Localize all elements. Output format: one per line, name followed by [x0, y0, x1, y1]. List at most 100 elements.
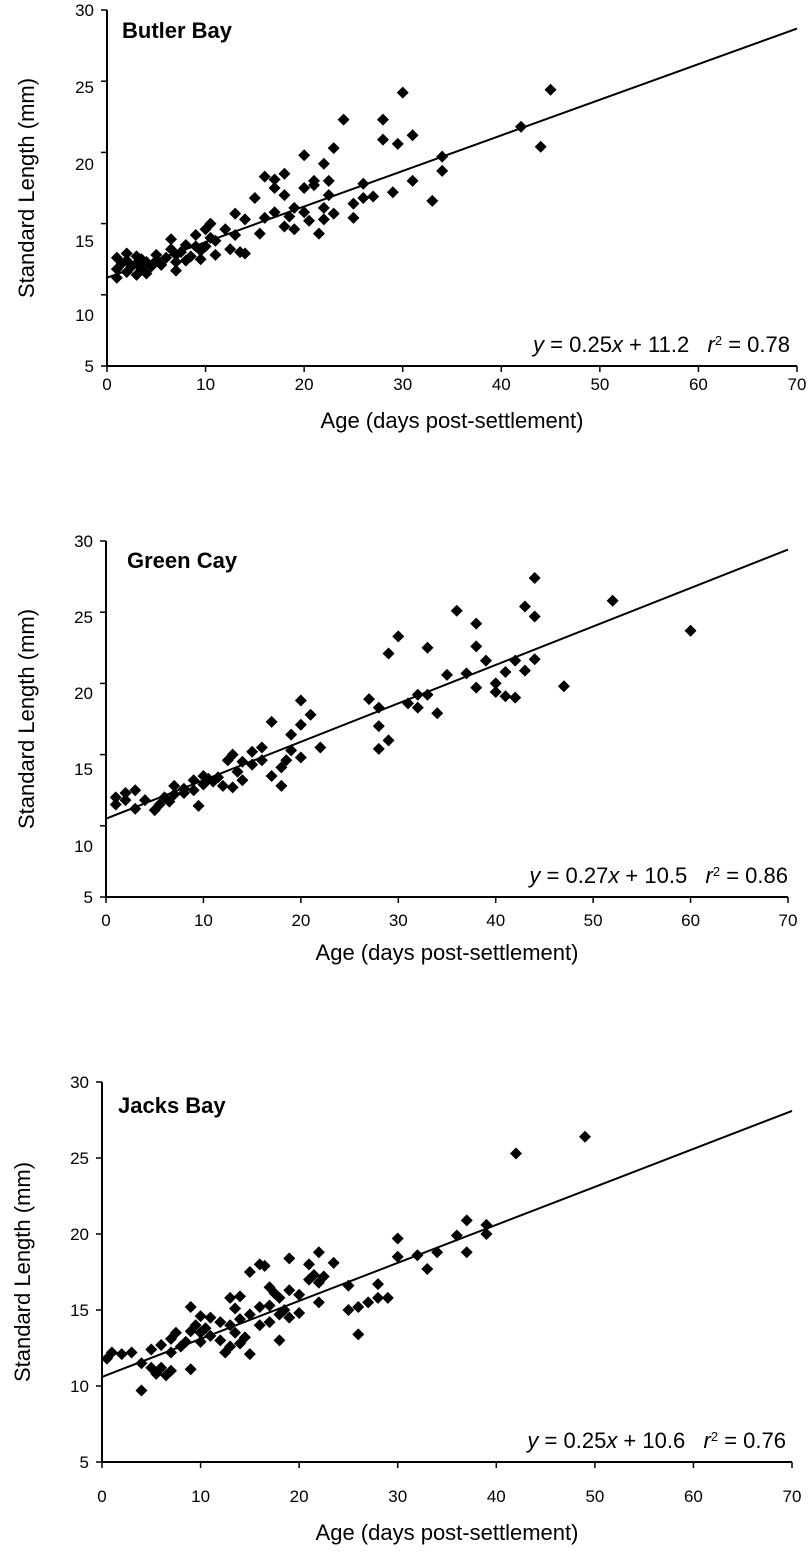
data-point — [224, 243, 237, 256]
data-point — [184, 1363, 197, 1376]
data-point — [357, 191, 370, 204]
data-point — [258, 170, 271, 183]
data-point — [150, 248, 163, 261]
chart-jacks-bay: 5 10 15 20 25 30 0 10 20 30 40 50 60 70 … — [10, 1073, 801, 1545]
data-point — [155, 1338, 168, 1351]
data-point — [278, 189, 291, 202]
x-tick-label: 0 — [97, 1487, 106, 1506]
regression-line — [101, 1109, 793, 1378]
data-point — [226, 748, 239, 761]
x-axis-title: Age (days post-settlement) — [316, 1520, 579, 1545]
data-point — [377, 133, 389, 146]
x-tick-label: 50 — [590, 375, 609, 394]
data-point — [273, 1291, 286, 1304]
x-tick-label: 0 — [101, 911, 110, 930]
x-tick-label: 0 — [102, 375, 111, 394]
data-point — [140, 267, 153, 280]
data-point — [406, 129, 419, 142]
data-point — [194, 1310, 207, 1323]
data-point — [226, 781, 239, 794]
data-points — [100, 1130, 591, 1397]
data-point — [109, 791, 122, 804]
data-point — [165, 233, 178, 246]
data-point — [288, 223, 301, 236]
y-tick-label: 20 — [74, 684, 93, 703]
data-point — [283, 1311, 296, 1324]
data-point — [460, 1214, 473, 1227]
data-point — [352, 1328, 365, 1341]
x-tick-label: 40 — [487, 1487, 506, 1506]
data-point — [145, 1343, 158, 1356]
data-point — [253, 1319, 266, 1332]
data-point — [347, 211, 360, 224]
x-tick-label: 10 — [191, 1487, 210, 1506]
panel-title: Green Cay — [127, 548, 238, 573]
data-point — [229, 1302, 242, 1315]
data-point — [534, 140, 547, 153]
data-point — [396, 86, 409, 99]
data-point — [255, 741, 268, 754]
data-point — [372, 720, 385, 733]
y-tick-label: 5 — [80, 1453, 89, 1472]
data-point — [327, 207, 340, 220]
y-tick-label: 10 — [70, 1377, 89, 1396]
axis-ticks — [101, 9, 798, 372]
data-point — [278, 167, 291, 180]
data-point — [308, 179, 320, 192]
y-tick-label: 20 — [75, 155, 94, 174]
data-point — [411, 701, 424, 714]
y-tick-label: 10 — [74, 837, 93, 856]
data-point — [431, 707, 444, 720]
data-point — [129, 784, 142, 797]
data-point — [268, 173, 281, 186]
data-point — [377, 113, 389, 126]
data-point — [189, 1319, 202, 1332]
data-point — [263, 1316, 276, 1329]
data-point — [322, 174, 335, 187]
data-point — [263, 1299, 276, 1312]
data-point — [441, 668, 453, 681]
y-tick-label: 10 — [75, 306, 94, 325]
data-point — [312, 1296, 325, 1309]
data-point — [283, 1252, 296, 1265]
x-tick-label: 70 — [788, 375, 807, 394]
data-point — [421, 641, 434, 654]
data-point — [421, 1262, 434, 1275]
data-point — [246, 745, 259, 758]
data-point — [327, 142, 340, 155]
panel-title: Jacks Bay — [118, 1093, 226, 1118]
data-point — [298, 182, 311, 194]
data-point — [406, 174, 419, 187]
data-point — [243, 1308, 256, 1321]
y-tick-label: 5 — [85, 357, 94, 376]
data-point — [219, 223, 232, 236]
y-tick-label: 15 — [75, 232, 94, 251]
data-point — [528, 572, 541, 585]
data-point — [194, 1335, 207, 1348]
regression-equation: y = 0.27x + 10.5 r2 = 0.86 — [527, 863, 788, 888]
data-point — [120, 247, 133, 260]
data-point — [170, 256, 182, 269]
data-point — [119, 787, 132, 800]
y-tick-label: 20 — [70, 1225, 89, 1244]
data-point — [436, 164, 449, 177]
data-point — [460, 1246, 473, 1259]
x-tick-label: 50 — [585, 1487, 604, 1506]
data-point — [518, 600, 531, 613]
data-point — [528, 653, 541, 666]
data-point — [229, 1326, 242, 1339]
data-point — [304, 708, 317, 721]
data-point — [214, 1334, 227, 1347]
data-point — [298, 149, 311, 162]
data-point — [363, 693, 376, 706]
x-tick-label: 30 — [388, 1487, 407, 1506]
data-point — [283, 1284, 296, 1297]
data-point — [125, 1346, 138, 1359]
data-point — [135, 1384, 148, 1397]
data-point — [155, 258, 168, 271]
data-point — [499, 666, 512, 679]
x-tick-label: 70 — [779, 911, 798, 930]
data-point — [109, 798, 122, 811]
data-point — [105, 1346, 118, 1359]
